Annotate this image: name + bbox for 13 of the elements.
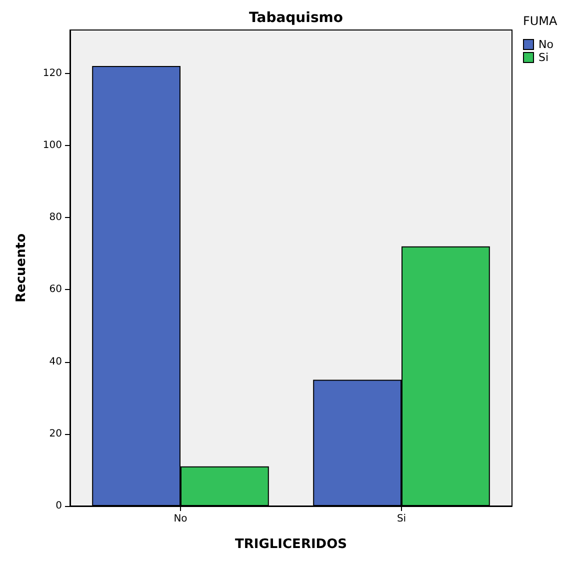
y-tick-label: 20 — [49, 428, 62, 440]
y-tick-label: 0 — [56, 500, 62, 512]
y-tick-label: 80 — [49, 212, 62, 224]
y-axis-title: Recuento — [14, 233, 29, 303]
legend-label: Si — [538, 51, 549, 64]
legend-title: FUMA — [523, 14, 558, 28]
chart-title: Tabaquismo — [249, 10, 344, 26]
y-tick-label: 40 — [49, 356, 62, 368]
y-tick-label: 100 — [42, 140, 62, 151]
y-tick-label: 120 — [42, 68, 62, 79]
y-tick-label: 60 — [49, 284, 62, 296]
x-axis-title: TRIGLICERIDOS — [235, 537, 347, 552]
legend-label: No — [538, 38, 554, 51]
